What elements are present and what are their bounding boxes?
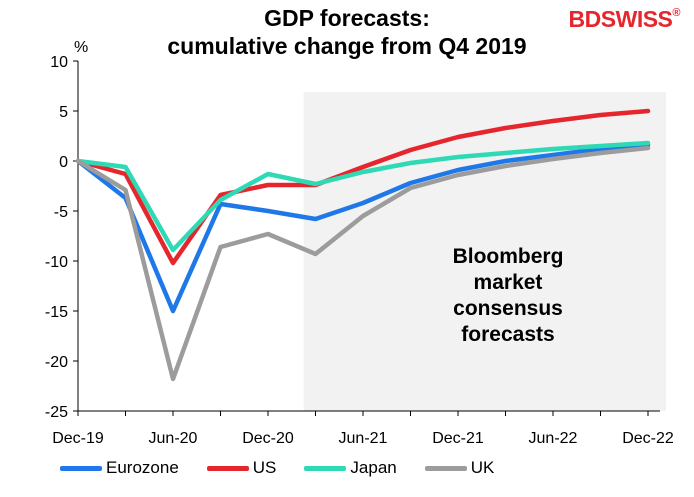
forecast-annotation-line: Bloomberg [453,245,564,268]
series-line-us [75,108,651,266]
forecast-annotation-line: forecasts [461,323,554,346]
y-tick-label: -20 [45,354,68,371]
chart-title: GDP forecasts: cumulative change from Q4… [0,4,694,60]
y-tick-label: 0 [59,154,68,171]
legend-label: US [252,458,277,477]
series-line-japan [75,140,651,253]
forecast-annotation-line: consensus [453,297,563,320]
y-tick-label: 10 [50,54,68,71]
x-tick-label: Jun-22 [529,430,578,447]
y-tick-label: 5 [59,104,68,121]
forecast-annotation-line: market [474,271,543,294]
series-line-uk [75,145,651,382]
legend-item-uk: UK [424,458,495,478]
x-tick-label: Dec-22 [622,430,674,447]
legend-item-eurozone: Eurozone [60,458,179,478]
x-tick-label: Dec-20 [242,430,294,447]
logo-text: BDSWISS [568,6,673,32]
legend-item-japan: Japan [304,458,397,478]
x-tick-label: Dec-21 [432,430,484,447]
x-tick-label: Jun-20 [149,430,198,447]
legend: Eurozone US Japan UK [60,458,522,478]
y-tick-label: -25 [45,404,68,421]
title-line-1: GDP forecasts: [264,5,430,31]
y-tick-label: -10 [45,254,68,271]
brand-logo: BDSWISS® [568,6,681,33]
series-line-eurozone [75,142,651,314]
legend-item-us: US [206,458,277,478]
legend-label: UK [470,458,495,477]
legend-swatch [304,465,347,471]
logo-registered-mark: ® [672,7,680,20]
legend-swatch [60,465,102,471]
title-line-2: cumulative change from Q4 2019 [167,33,527,59]
x-tick-label: Jun-21 [339,430,388,447]
x-tick-label: Dec-19 [52,430,104,447]
y-tick-label: -15 [45,304,68,321]
y-tick-label: -5 [54,204,68,221]
y-axis-unit: % [74,39,88,56]
legend-label: Eurozone [106,458,179,477]
legend-swatch [424,465,467,471]
legend-label: Japan [350,458,397,477]
legend-swatch [206,465,249,471]
